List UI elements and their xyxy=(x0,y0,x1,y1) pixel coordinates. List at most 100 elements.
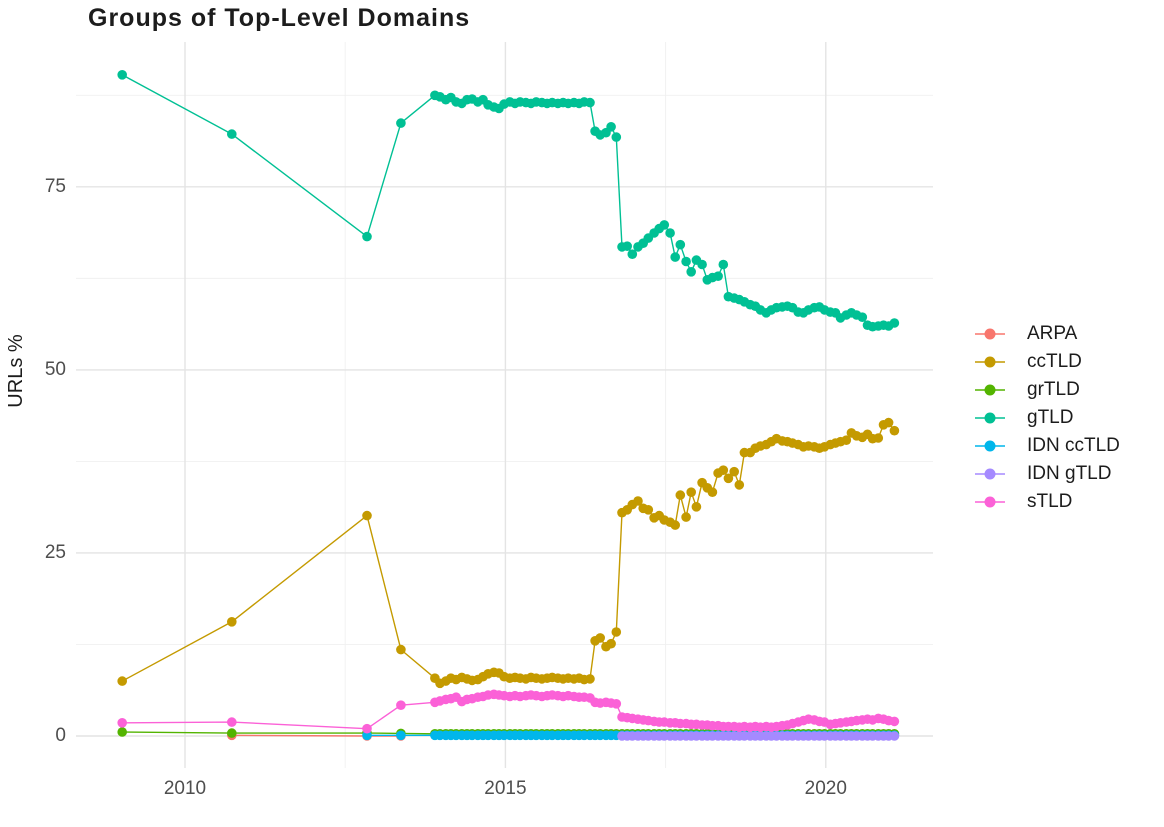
series-cctld xyxy=(117,417,900,689)
data-point-cctld xyxy=(606,638,616,649)
data-point-idn-gtld xyxy=(889,731,900,741)
data-point-idn-cctld xyxy=(362,730,372,741)
legend-marker-icon xyxy=(975,468,1005,480)
legend-item-idn-gtld: IDN gTLD xyxy=(975,460,1120,488)
data-point-stld xyxy=(889,716,900,727)
legend-marker-icon xyxy=(975,356,1005,368)
data-point-grtld xyxy=(227,728,237,738)
data-point-cctld xyxy=(643,505,654,515)
data-point-cctld xyxy=(117,676,127,686)
legend-label: grTLD xyxy=(1027,379,1080,400)
data-point-gtld xyxy=(659,220,670,230)
data-point-stld xyxy=(117,718,127,728)
data-point-gtld xyxy=(670,252,680,262)
data-point-gtld xyxy=(585,97,595,108)
data-point-gtld xyxy=(665,228,675,238)
data-point-cctld xyxy=(633,496,643,506)
data-point-gtld xyxy=(227,129,237,139)
series-group xyxy=(117,70,900,741)
data-point-gtld xyxy=(889,318,900,328)
legend-item-cctld: ccTLD xyxy=(975,348,1120,376)
legend-label: sTLD xyxy=(1027,491,1073,512)
data-point-cctld xyxy=(889,425,900,436)
data-point-stld xyxy=(396,700,406,710)
data-point-gtld xyxy=(681,256,691,267)
data-point-cctld xyxy=(362,510,372,521)
data-point-cctld xyxy=(681,512,691,522)
data-point-gtld xyxy=(718,259,729,270)
series-gtld xyxy=(117,70,900,332)
data-point-cctld xyxy=(686,487,696,498)
y-tick-label: 0 xyxy=(55,725,66,746)
legend-label: ccTLD xyxy=(1027,351,1082,372)
legend-item-arpa: ARPA xyxy=(975,320,1120,348)
y-tick-label: 50 xyxy=(44,358,66,380)
data-point-gtld xyxy=(622,241,632,251)
series-line-gtld xyxy=(121,74,896,328)
legend-marker-icon xyxy=(975,328,1005,340)
data-point-grtld xyxy=(117,727,127,737)
series-idn-gtld xyxy=(617,731,900,741)
x-tick-label: 2015 xyxy=(484,778,527,799)
data-point-cctld xyxy=(595,633,605,643)
legend-point-icon xyxy=(984,468,996,480)
x-tick-label: 2010 xyxy=(163,778,207,799)
data-point-cctld xyxy=(691,502,702,512)
gridlines xyxy=(76,42,933,768)
legend-point-icon xyxy=(984,440,996,452)
legend-item-grtld: grTLD xyxy=(975,376,1120,404)
data-point-cctld xyxy=(841,435,852,446)
y-tick-label: 25 xyxy=(44,541,66,563)
legend-item-gtld: gTLD xyxy=(975,404,1120,432)
legend-label: gTLD xyxy=(1027,407,1074,428)
data-point-cctld xyxy=(883,417,894,428)
legend-item-idn-cctld: IDN ccTLD xyxy=(975,432,1120,460)
legend-marker-icon xyxy=(975,412,1005,424)
legend-marker-icon xyxy=(975,384,1005,396)
legend-label: ARPA xyxy=(1027,323,1078,344)
data-point-gtld xyxy=(686,267,696,277)
data-point-cctld xyxy=(718,465,729,476)
data-point-cctld xyxy=(585,674,595,684)
legend-point-icon xyxy=(984,412,996,424)
data-point-cctld xyxy=(675,490,686,500)
data-point-cctld xyxy=(734,480,745,490)
legend-point-icon xyxy=(984,356,996,368)
data-point-cctld xyxy=(707,487,718,498)
data-point-stld xyxy=(362,723,372,734)
legend-marker-icon xyxy=(975,440,1005,452)
data-point-cctld xyxy=(873,433,884,443)
data-point-gtld xyxy=(362,231,372,242)
legend-marker-icon xyxy=(975,496,1005,508)
legend: ARPA ccTLD grTLD gTLD IDN ccTLD IDN gTLD sTLD xyxy=(975,320,1120,516)
data-point-gtld xyxy=(675,239,686,250)
data-point-gtld xyxy=(606,122,616,132)
x-tick-label: 2020 xyxy=(804,778,847,799)
data-point-gtld xyxy=(713,271,723,282)
legend-item-stld: sTLD xyxy=(975,488,1120,516)
data-point-cctld xyxy=(396,644,406,655)
legend-point-icon xyxy=(984,328,996,340)
data-point-gtld xyxy=(857,312,868,323)
y-tick-label: 75 xyxy=(44,175,66,197)
data-point-gtld xyxy=(627,249,638,259)
series-stld xyxy=(117,689,900,734)
data-point-stld xyxy=(227,717,237,727)
data-point-cctld xyxy=(227,617,237,627)
data-point-cctld xyxy=(670,520,680,530)
chart-title: Groups of Top-Level Domains xyxy=(88,4,471,32)
data-point-gtld xyxy=(396,118,406,128)
legend-point-icon xyxy=(984,496,996,508)
legend-label: IDN ccTLD xyxy=(1027,435,1120,456)
data-point-gtld xyxy=(117,70,127,80)
legend-point-icon xyxy=(984,384,996,396)
data-point-stld xyxy=(611,699,622,709)
legend-label: IDN gTLD xyxy=(1027,463,1112,484)
data-point-gtld xyxy=(697,259,707,270)
data-point-cctld xyxy=(723,473,734,484)
data-point-cctld xyxy=(611,627,622,637)
data-point-cctld xyxy=(729,466,739,477)
data-point-idn-cctld xyxy=(396,730,406,741)
